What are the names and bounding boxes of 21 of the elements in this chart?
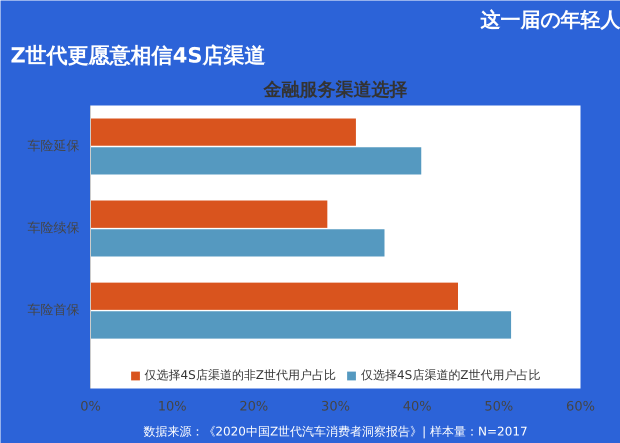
source-note: 数据来源：《2020中国Z世代汽车消费者洞察报告》| 样本量：N=2017 [143,424,528,438]
x-tick-label: 10% [158,400,187,414]
x-tick-label: 30% [321,400,350,414]
bar [90,200,328,228]
x-tick-label: 60% [566,400,595,414]
legend-label: 仅选择4S店渠道的Z世代用户占比 [361,367,540,384]
x-tick-label: 20% [239,400,268,414]
bar [90,311,512,339]
bar [90,118,356,146]
y-tick-label: 车险首保 [28,303,80,318]
bar [90,282,458,310]
bar [90,147,422,175]
bar [90,229,384,257]
x-tick-label: 40% [402,400,432,414]
chart-subtitle: Z世代更愿意相信4S店渠道 [10,44,266,68]
x-tick-label: 0% [80,400,101,414]
chart-title: 金融服务渠道选择 [262,80,408,100]
legend-label: 仅选择4S店渠道的非Z世代用户占比 [144,367,336,384]
x-tick-label: 50% [484,400,514,414]
y-tick-label: 车险延保 [28,139,80,154]
y-tick-label: 车险续保 [28,221,80,236]
